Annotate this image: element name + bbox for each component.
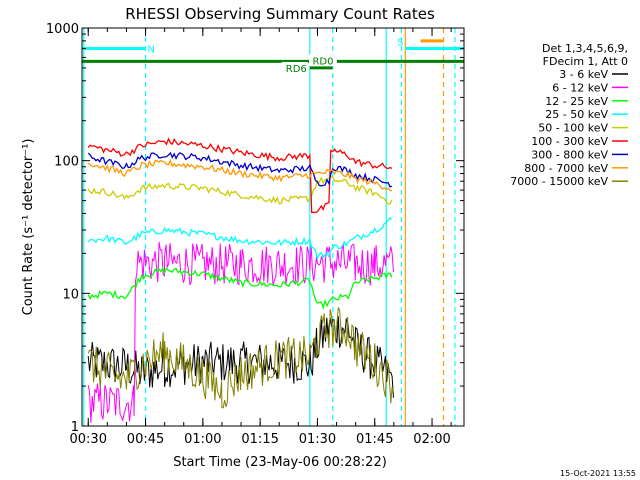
x-tick-label-2: 01:00 [184, 432, 221, 447]
legend-label-4: 50 - 100 keV [538, 122, 608, 135]
series-line-5 [87, 137, 393, 214]
series-line-3 [87, 217, 393, 261]
x-tick-label-4: 01:30 [299, 432, 336, 447]
annotation-label-bg-3 [309, 54, 337, 67]
annotation-label-1: S [397, 38, 403, 49]
x-tick-label-3: 01:15 [241, 432, 278, 447]
y-tick-label-0: 1 [71, 420, 79, 435]
vertical-markers [83, 28, 456, 426]
legend: Det 1,3,4,5,6,9,FDecim 1, Att 03 - 6 keV… [510, 42, 628, 188]
series-line-6 [87, 151, 393, 188]
legend-label-2: 12 - 25 keV [545, 95, 608, 108]
x-tick-label-0: 00:30 [70, 432, 107, 447]
series-line-4 [87, 175, 393, 205]
legend-label-5: 100 - 300 keV [531, 135, 608, 148]
annotation-label-bg-4 [281, 61, 308, 73]
annotation-label-4: RD6 [286, 64, 307, 75]
y-axis-label: Count Rate (s⁻¹ detector⁻¹) [21, 139, 36, 316]
y-tick-label-2: 100 [54, 155, 79, 170]
axis-ticks: 00:30 00:45 01:00 01:15 01:30 01:45 02:00 1 10 10… [46, 22, 464, 447]
annotations-group: N S RD0 RD6 [82, 38, 464, 75]
annotation-label-0: N [148, 45, 155, 56]
series-group [87, 137, 394, 423]
x-tick-label-6: 02:00 [413, 432, 450, 447]
footer-timestamp: 15-Oct-2021 13:55 [560, 469, 636, 478]
legend-label-1: 6 - 12 keV [552, 81, 608, 94]
x-tick-label-5: 01:45 [356, 432, 393, 447]
legend-label-7: 800 - 7000 keV [524, 162, 608, 175]
chart-title: RHESSI Observing Summary Count Rates [125, 5, 435, 23]
y-tick-label-3: 1000 [46, 22, 79, 37]
legend-label-3: 25 - 50 keV [545, 108, 608, 121]
series-line-7 [87, 158, 393, 192]
series-line-0 [87, 316, 394, 398]
y-tick-label-1: 10 [62, 287, 79, 302]
legend-label-0: 3 - 6 keV [559, 68, 608, 81]
legend-label-8: 7000 - 15000 keV [510, 175, 608, 188]
series-line-8 [87, 306, 394, 409]
legend-header-1: FDecim 1, Att 0 [543, 55, 628, 68]
legend-label-6: 300 - 800 keV [531, 148, 608, 161]
x-axis-label: Start Time (23-May-06 00:28:22) [173, 455, 387, 470]
legend-header-0: Det 1,3,4,5,6,9, [542, 42, 628, 55]
x-tick-label-1: 00:45 [127, 432, 164, 447]
annotation-label-3: RD0 [312, 56, 333, 67]
series-line-2 [87, 266, 393, 310]
plot-frame [81, 27, 465, 427]
